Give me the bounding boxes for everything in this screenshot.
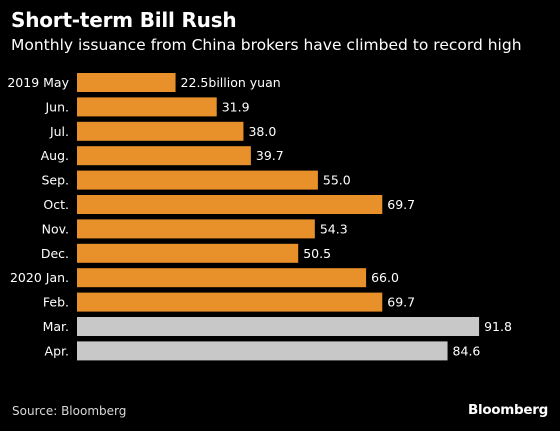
bar — [77, 73, 176, 92]
category-label: Apr. — [45, 343, 69, 358]
value-label: 50.5 — [303, 246, 331, 261]
value-label: 22.5billion yuan — [181, 75, 281, 90]
bar — [77, 341, 448, 361]
bar — [77, 97, 217, 117]
bar — [77, 195, 383, 214]
bar — [77, 146, 251, 166]
category-label: Aug. — [41, 148, 69, 163]
category-label: Sep. — [41, 173, 69, 188]
category-label: Nov. — [42, 221, 69, 236]
chart-title: Short-term Bill Rush — [11, 8, 237, 32]
value-label: 69.7 — [387, 295, 415, 310]
value-label: 91.8 — [484, 319, 512, 334]
bar — [77, 243, 299, 263]
value-label: 38.0 — [248, 124, 276, 139]
value-label: 39.7 — [256, 148, 284, 163]
category-label: 2019 May — [7, 75, 69, 90]
category-label: Dec. — [41, 246, 69, 261]
source-note: Source: Bloomberg — [12, 404, 127, 418]
bar — [77, 292, 383, 312]
bar — [77, 170, 318, 190]
value-label: 31.9 — [222, 99, 250, 114]
category-label: Feb. — [43, 295, 69, 310]
bar — [77, 268, 367, 288]
value-label: 69.7 — [387, 197, 415, 212]
bloomberg-logo: Bloomberg — [468, 402, 548, 418]
value-label: 55.0 — [323, 173, 351, 188]
value-label: 84.6 — [453, 343, 481, 358]
value-label: 66.0 — [371, 270, 399, 285]
category-label: Oct. — [43, 197, 69, 212]
value-label: 54.3 — [320, 221, 348, 236]
chart-subtitle: Monthly issuance from China brokers have… — [11, 36, 522, 54]
bar-chart: 2019 May 22.5billion yuan Jun. 31.9 Jul. 38.0… — [7, 73, 512, 361]
bar — [77, 219, 315, 239]
category-label: Jun. — [44, 99, 69, 114]
bar — [77, 121, 244, 141]
category-label: 2020 Jan. — [10, 270, 69, 285]
bar — [77, 317, 480, 336]
category-label: Mar. — [43, 319, 69, 334]
category-label: Jul. — [49, 124, 69, 139]
